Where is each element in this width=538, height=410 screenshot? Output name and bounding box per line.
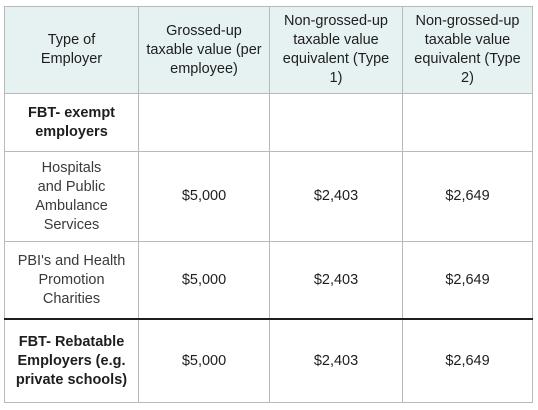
header-type-of-employer: Type of Employer — [4, 6, 139, 94]
table-row: Hospitals and Public Ambulance Services … — [4, 151, 533, 242]
cell-type-1: $2,403 — [269, 318, 403, 403]
row-label-hospitals: Hospitals and Public Ambulance Services — [4, 151, 139, 242]
header-non-grossed-type-2: Non-grossed-up taxable value equivalent … — [402, 6, 533, 94]
cell-grossed-up: $5,000 — [138, 151, 270, 242]
row-label-pbi: PBI's and Health Promotion Charities — [4, 241, 139, 320]
cell-type-2: $2,649 — [402, 151, 533, 242]
row-label-fbt-exempt: FBT- exempt employers — [4, 93, 139, 152]
cell-type-1: $2,403 — [269, 151, 403, 242]
cell-type-2: $2,649 — [402, 241, 533, 320]
table-row: PBI's and Health Promotion Charities $5,… — [4, 241, 533, 320]
fbt-comparison-table: Type of Employer Grossed-up taxable valu… — [4, 6, 533, 403]
cell-type-1: $2,403 — [269, 241, 403, 320]
table-body: FBT- exempt employers Hospitals and Publ… — [4, 93, 533, 403]
cell-type-2 — [402, 93, 533, 152]
row-label-fbt-rebatable: FBT- Rebatable Employers (e.g. private s… — [4, 318, 139, 403]
table-row: FBT- Rebatable Employers (e.g. private s… — [4, 318, 533, 403]
header-non-grossed-type-1: Non-grossed-up taxable value equivalent … — [269, 6, 403, 94]
header-row: Type of Employer Grossed-up taxable valu… — [4, 6, 533, 94]
table-row: FBT- exempt employers — [4, 93, 533, 152]
cell-grossed-up — [138, 93, 270, 152]
header-grossed-up-value: Grossed-up taxable value (per employee) — [138, 6, 270, 94]
fbt-table-container: Type of Employer Grossed-up taxable valu… — [4, 6, 533, 403]
cell-grossed-up: $5,000 — [138, 318, 270, 403]
cell-type-2: $2,649 — [402, 318, 533, 403]
cell-grossed-up: $5,000 — [138, 241, 270, 320]
table-header: Type of Employer Grossed-up taxable valu… — [4, 6, 533, 94]
cell-type-1 — [269, 93, 403, 152]
